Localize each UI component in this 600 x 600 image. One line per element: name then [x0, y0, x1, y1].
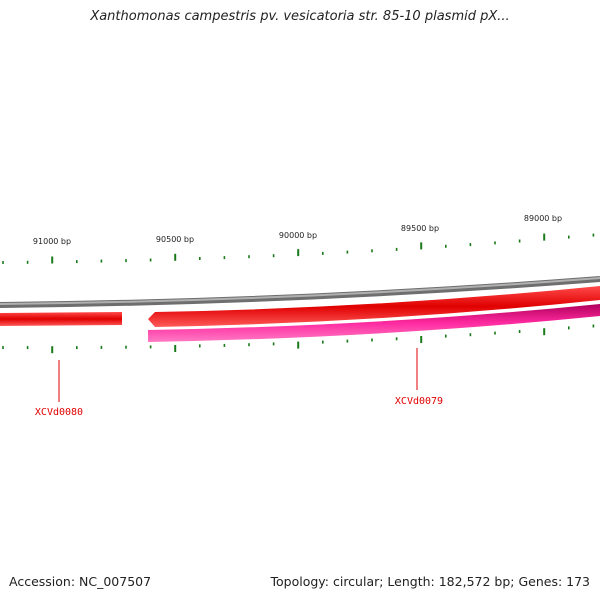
- feature-label-xcvd0080[interactable]: XCVd0080: [35, 407, 83, 418]
- tick-label: 90000 bp: [279, 231, 317, 240]
- map-summary-text: Topology: circular; Length: 182,572 bp; …: [270, 574, 591, 589]
- outer-tick-track: [2, 233, 595, 264]
- gene-arrow-xcvd0080[interactable]: [0, 312, 122, 326]
- tick-label: 90500 bp: [156, 235, 194, 244]
- accession-text: Accession: NC_007507: [9, 574, 152, 589]
- inner-tick-track: [2, 324, 595, 354]
- gene-arrow-forward[interactable]: [148, 286, 600, 327]
- backbone-highlight: [0, 277, 600, 305]
- tick-label: 91000 bp: [33, 237, 71, 246]
- feature-label-xcvd0079[interactable]: XCVd0079: [395, 396, 443, 407]
- tick-label: 89000 bp: [524, 214, 562, 223]
- tick-label: 89500 bp: [401, 224, 439, 233]
- gene-arrow-xcvd0079[interactable]: [148, 304, 600, 342]
- map-title: Xanthomonas campestris pv. vesicatoria s…: [90, 9, 510, 24]
